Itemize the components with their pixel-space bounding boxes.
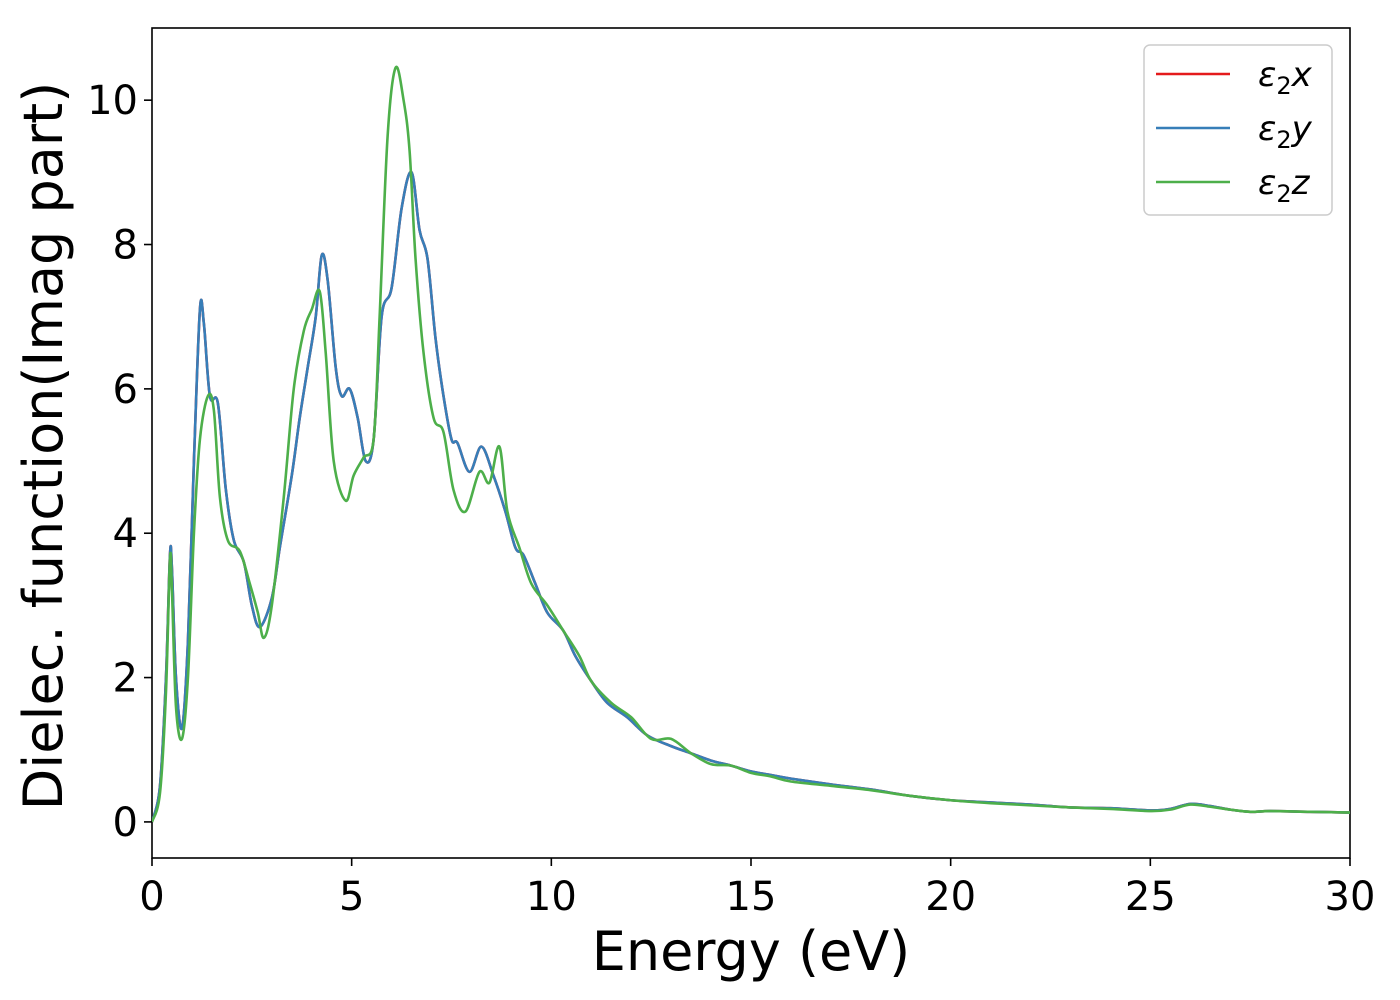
legend-items: ε2x ε2y ε2z bbox=[1156, 55, 1313, 208]
y-axis-label: Dielec. function(Imag part) bbox=[12, 82, 75, 811]
legend-box bbox=[1143, 44, 1333, 216]
y-tick-label: 8 bbox=[113, 223, 138, 269]
y-axis-ticks: 0 2 4 6 8 10 bbox=[87, 78, 152, 846]
x-axis-label: Energy (eV) bbox=[592, 920, 911, 983]
series-line-2 bbox=[152, 170, 1350, 823]
legend-label: ε2z bbox=[1258, 163, 1311, 208]
x-axis-ticks: 0 5 10 15 20 25 30 bbox=[139, 858, 1375, 920]
x-tick-label: 25 bbox=[1125, 874, 1176, 920]
series-line-3 bbox=[152, 65, 1350, 823]
series-layer bbox=[152, 65, 1350, 823]
x-tick-label: 10 bbox=[526, 874, 577, 920]
legend-label: ε2x bbox=[1258, 55, 1313, 100]
x-tick-label: 5 bbox=[339, 874, 364, 920]
x-tick-label: 20 bbox=[925, 874, 976, 920]
legend: ε2x ε2y ε2z bbox=[1143, 44, 1333, 216]
y-tick-label: 2 bbox=[113, 656, 138, 702]
x-tick-label: 0 bbox=[139, 874, 164, 920]
y-tick-label: 10 bbox=[87, 78, 138, 124]
y-tick-label: 4 bbox=[113, 511, 138, 557]
legend-label: ε2y bbox=[1258, 109, 1313, 154]
y-tick-label: 6 bbox=[113, 367, 138, 413]
x-tick-label: 30 bbox=[1325, 874, 1376, 920]
y-tick-label: 0 bbox=[113, 800, 138, 846]
x-tick-label: 15 bbox=[726, 874, 777, 920]
series-line-1 bbox=[152, 170, 1350, 823]
